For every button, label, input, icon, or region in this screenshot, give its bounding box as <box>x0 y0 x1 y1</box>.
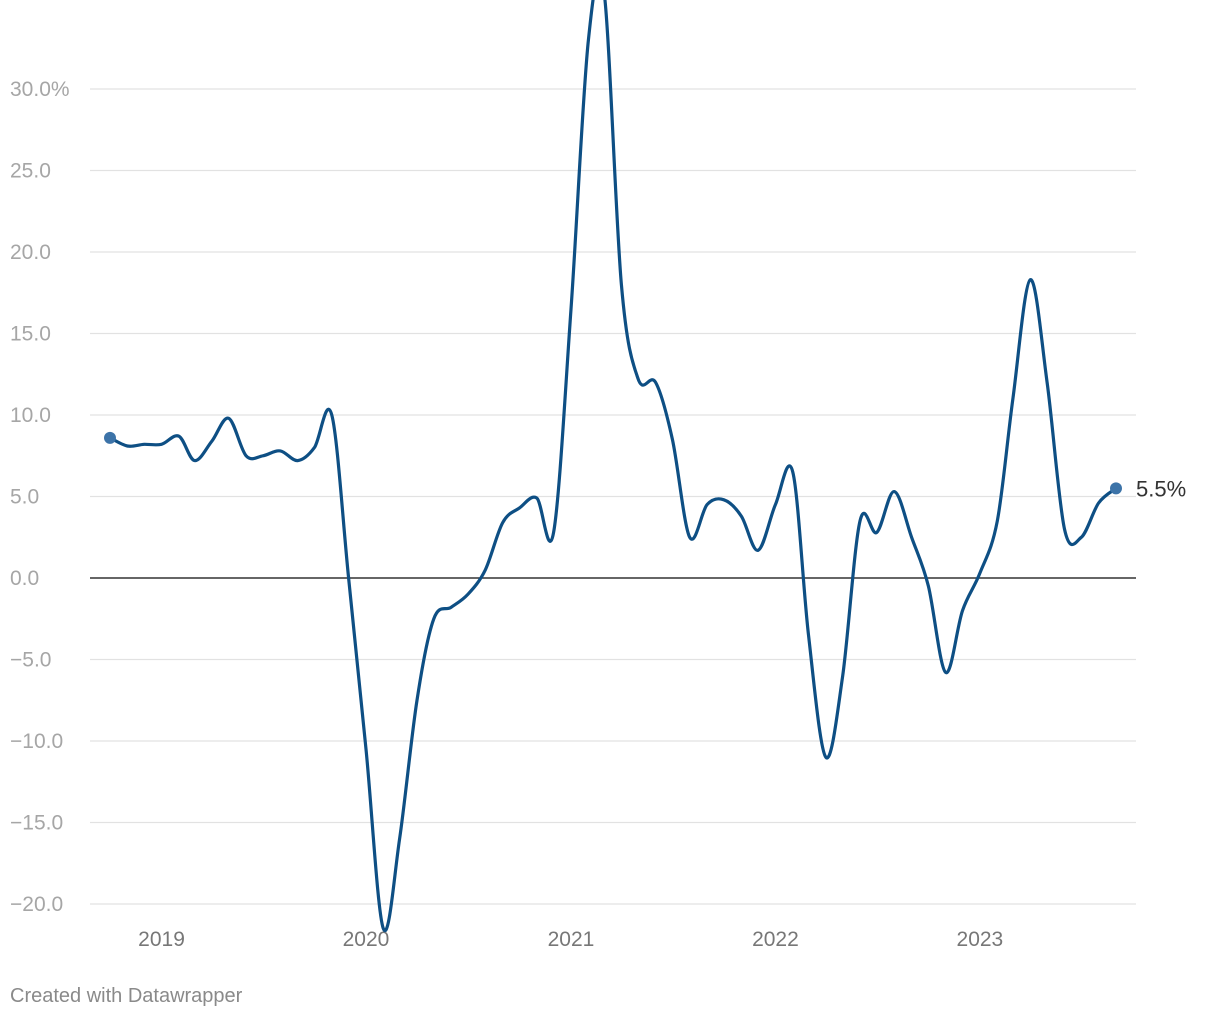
start-point-marker <box>104 431 116 444</box>
x-tick-label: 2021 <box>548 928 595 951</box>
y-tick-label: 25.0 <box>10 160 51 183</box>
footer-credit: Created with Datawrapper <box>10 985 243 1007</box>
y-tick-label: −10.0 <box>10 730 63 753</box>
end-point-marker <box>1110 482 1122 495</box>
y-tick-label: 30.0% <box>10 78 70 101</box>
end-labels: 5.5% <box>104 431 1186 501</box>
x-tick-label: 2020 <box>343 928 390 951</box>
y-tick-label: 5.0 <box>10 486 39 509</box>
y-tick-label: 15.0 <box>10 323 51 346</box>
y-tick-label: −20.0 <box>10 893 63 916</box>
y-tick-label: 10.0 <box>10 404 51 427</box>
y-tick-label: −5.0 <box>10 649 51 672</box>
x-tick-label: 2023 <box>957 928 1004 951</box>
gridlines <box>90 88 1136 905</box>
y-tick-label: −15.0 <box>10 812 63 835</box>
y-axis: 30.0% 25.0 20.0 15.0 10.0 5.0 0.0 −5.0 −10.0 −15.… <box>10 78 70 916</box>
x-tick-label: 2019 <box>138 928 185 951</box>
series-line <box>108 0 1118 933</box>
y-tick-label: 20.0 <box>10 241 51 264</box>
x-axis: 2019 2020 2021 2022 2023 <box>138 928 1003 951</box>
x-tick-label: 2022 <box>752 928 799 951</box>
y-tick-label: 0.0 <box>10 567 39 590</box>
end-value-label: 5.5% <box>1136 476 1186 501</box>
series-layer <box>108 0 1118 933</box>
